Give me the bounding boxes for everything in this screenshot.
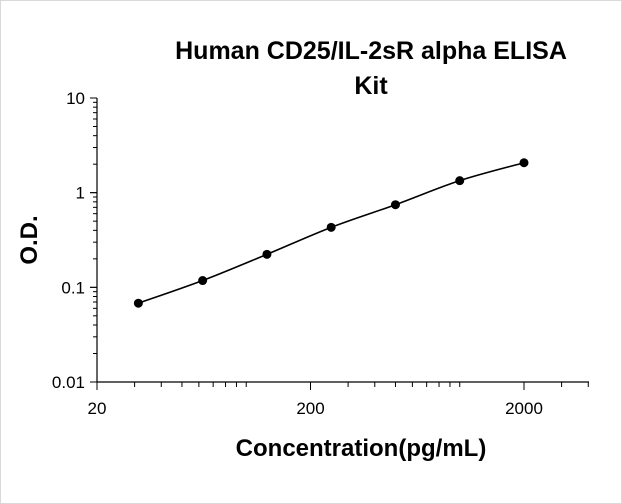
y-tick-label: 10 — [66, 89, 85, 108]
series-line — [138, 161, 525, 304]
data-point — [198, 276, 208, 286]
data-point — [133, 298, 143, 308]
data-point — [455, 176, 465, 186]
x-tick-label: 200 — [296, 399, 324, 418]
data-point — [390, 200, 400, 210]
y-tick-label: 0.1 — [61, 278, 85, 297]
y-tick-label: 1 — [76, 184, 85, 203]
data-point — [262, 249, 272, 259]
chart-title-line-2: Kit — [354, 72, 388, 100]
x-axis-label: Concentration(pg/mL) — [236, 435, 487, 462]
y-tick-label: 0.01 — [52, 373, 85, 392]
x-tick-label: 2000 — [505, 399, 543, 418]
x-tick-label: 20 — [88, 399, 107, 418]
data-point — [519, 158, 529, 168]
y-axis-label: O.D. — [16, 215, 43, 264]
data-point — [326, 222, 336, 232]
chart-title-line-1: Human CD25/IL-2sR alpha ELISA — [175, 37, 567, 65]
